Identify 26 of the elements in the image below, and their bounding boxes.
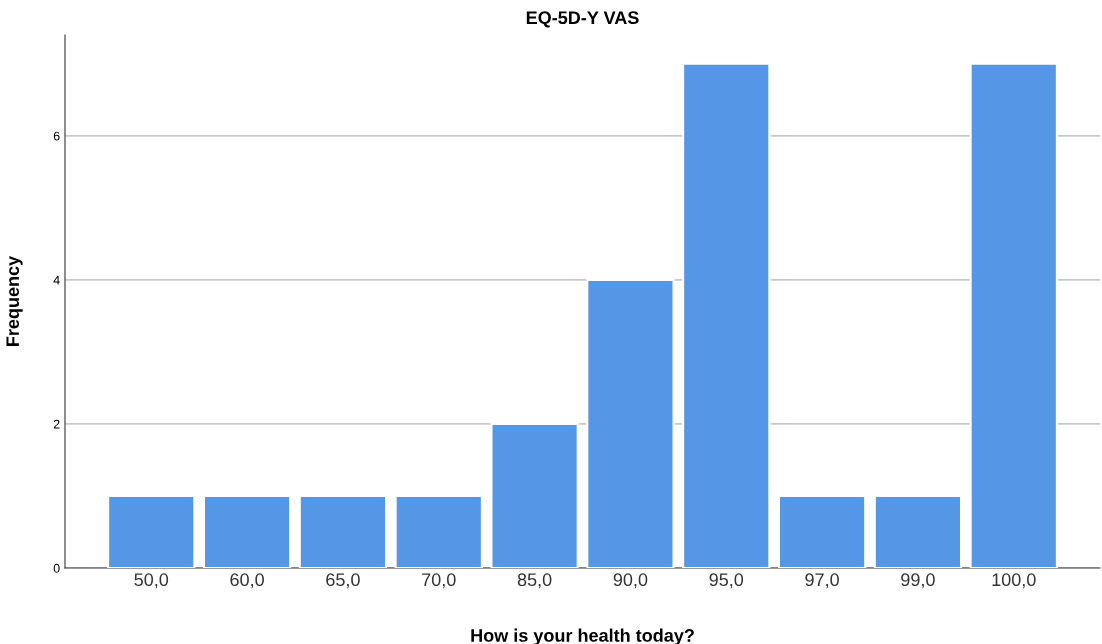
bar: [586, 278, 675, 568]
x-tick-label: 70,0: [422, 573, 456, 589]
x-tick-label: 100,0: [992, 573, 1036, 589]
bar: [202, 494, 292, 568]
y-axis-title: Frequency: [6, 255, 23, 346]
bar: [394, 494, 483, 568]
x-tick-label: 90,0: [613, 573, 648, 589]
chart-title: EQ-5D-Y VAS: [526, 11, 639, 28]
bar: [682, 62, 771, 568]
y-tick-label: 4: [53, 275, 60, 285]
bar: [969, 62, 1058, 568]
x-tick-label: 85,0: [517, 573, 552, 589]
y-tick-label: 6: [53, 131, 60, 141]
x-tick-label: 50,0: [134, 573, 169, 589]
bar: [777, 494, 867, 568]
y-tick-label: 2: [53, 419, 60, 429]
bar: [107, 494, 196, 568]
bar: [873, 494, 963, 568]
x-tick-label: 99,0: [901, 573, 935, 589]
x-tick-label: 95,0: [709, 573, 744, 589]
bar: [490, 422, 579, 568]
x-tick-label: 65,0: [326, 573, 360, 589]
x-tick-label: 97,0: [805, 573, 839, 589]
y-tick-label: 0: [53, 563, 60, 573]
x-tick-label: 60,0: [230, 573, 264, 589]
bar: [298, 494, 388, 568]
